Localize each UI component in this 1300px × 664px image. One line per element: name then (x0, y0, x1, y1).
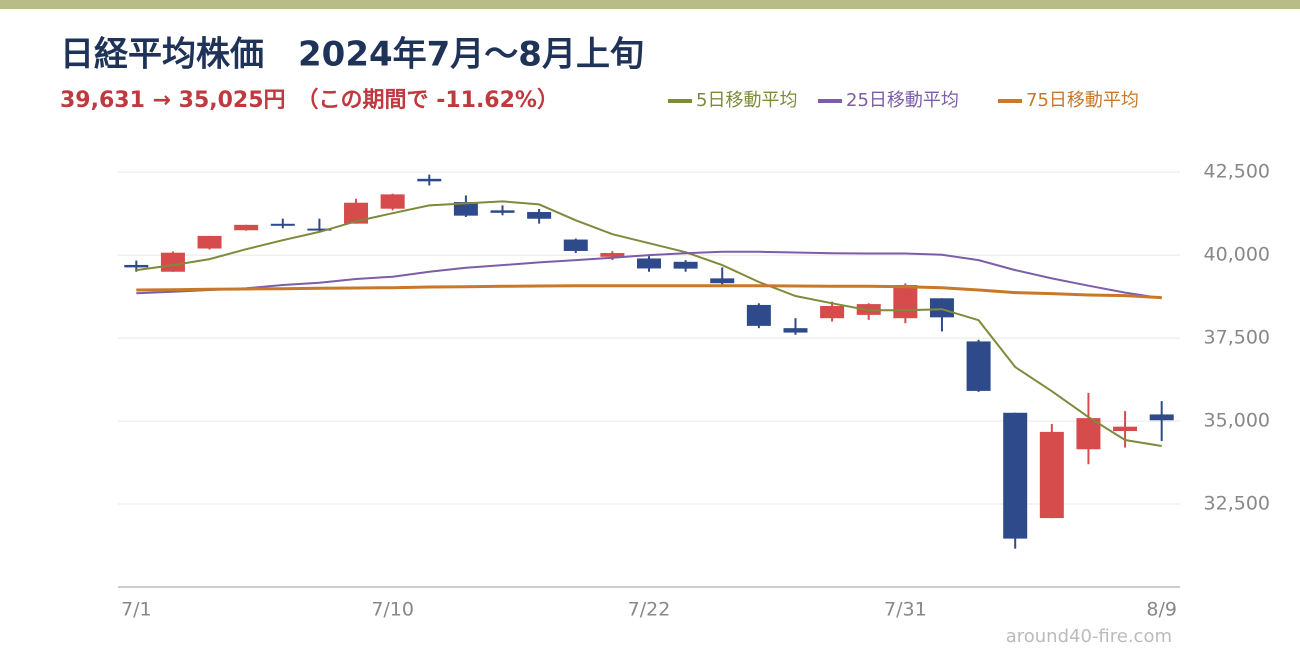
candle-body (820, 305, 845, 319)
legend-label: 25日移動平均 (846, 90, 959, 111)
candle-body (1149, 414, 1174, 421)
candle-body (783, 328, 808, 333)
ma-line (136, 284, 1162, 300)
candle-body (600, 253, 625, 257)
candle-body (673, 261, 698, 269)
x-tick-label: 7/31 (884, 599, 927, 621)
candle-body (344, 202, 369, 224)
candle-body (270, 223, 295, 226)
top-band (0, 0, 1300, 9)
candle-body (527, 212, 552, 219)
candle-body (746, 304, 771, 326)
x-tick-label: 8/9 (1146, 599, 1177, 621)
candle-body (124, 264, 149, 268)
candle-body (1003, 412, 1028, 539)
y-tick-label: 40,000 (1204, 244, 1270, 266)
candle-body (160, 252, 185, 272)
candle-body (710, 278, 735, 284)
candle-body (380, 194, 405, 209)
candle-body (563, 239, 588, 251)
y-tick-label: 32,500 (1204, 493, 1270, 515)
x-tick-label: 7/1 (121, 599, 152, 621)
ma-line (136, 250, 1162, 300)
legend-label: 5日移動平均 (696, 90, 797, 111)
candle-body (417, 178, 442, 182)
candle-body (234, 224, 259, 231)
candle-body (1076, 418, 1101, 450)
candle-body (307, 228, 332, 231)
candle-body (490, 210, 515, 213)
chart-title: 日経平均株価 2024年7月〜8月上旬 (60, 35, 644, 75)
x-tick-label: 7/22 (628, 599, 671, 621)
watermark: around40-fire.com (1006, 626, 1172, 647)
candle-body (197, 235, 222, 249)
candle-body (1113, 426, 1138, 432)
candle-body (637, 258, 661, 269)
y-tick-label: 37,500 (1204, 327, 1270, 349)
x-tick-label: 7/10 (371, 599, 414, 621)
legend-label: 75日移動平均 (1026, 90, 1139, 111)
candle-body (1039, 431, 1064, 519)
y-tick-label: 42,500 (1204, 161, 1270, 183)
ma-line (136, 200, 1162, 447)
candle-body (893, 284, 918, 319)
chart-subtitle: 39,631 → 35,025円 （この期間で -11.62%） (60, 88, 559, 113)
candle-body (966, 341, 991, 391)
y-tick-label: 35,000 (1204, 410, 1270, 432)
candle-body (929, 298, 954, 318)
candle-body (453, 202, 478, 216)
